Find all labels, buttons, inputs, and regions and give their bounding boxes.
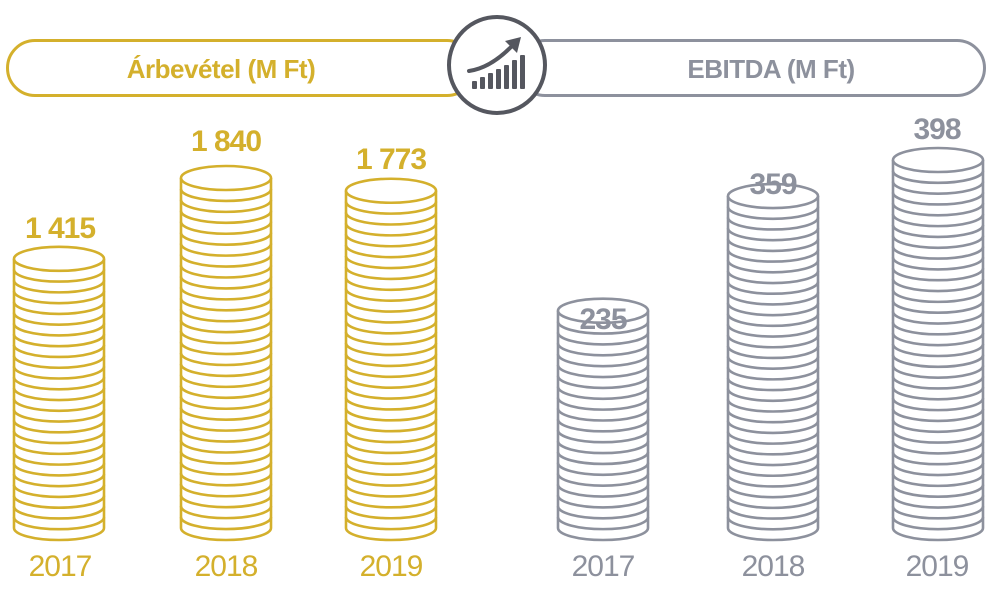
coin-stack-ebitda-2018 — [726, 182, 820, 542]
value-label-ebitda-2017: 235 — [579, 303, 627, 336]
value-label-revenue-2019: 1 773 — [355, 143, 427, 176]
revenue-header-pill: Árbevétel (M Ft) — [6, 39, 476, 97]
year-label-revenue-2019: 2019 — [359, 550, 424, 583]
year-label-revenue-2017: 2017 — [28, 550, 93, 583]
revenue-title: Árbevétel (M Ft) — [126, 54, 316, 84]
value-label-ebitda-2019: 398 — [913, 113, 961, 146]
coin-stack-ebitda-2017 — [556, 297, 650, 542]
coin-stack-ebitda-2019 — [891, 146, 985, 542]
value-label-revenue-2018: 1 840 — [190, 125, 262, 158]
growth-chart-icon — [467, 37, 525, 89]
value-label-revenue-2017: 1 415 — [24, 212, 96, 245]
year-label-ebitda-2017: 2017 — [571, 550, 636, 583]
coin-stack-revenue-2017 — [12, 245, 106, 542]
value-label-ebitda-2018: 359 — [749, 168, 797, 201]
center-badge — [447, 15, 547, 115]
coin-stack-revenue-2019 — [344, 177, 438, 542]
year-label-revenue-2018: 2018 — [194, 550, 259, 583]
coin-stack-revenue-2018 — [179, 164, 273, 542]
year-label-ebitda-2018: 2018 — [741, 550, 806, 583]
ebitda-title: EBITDA (M Ft) — [687, 54, 855, 84]
ebitda-header-pill: EBITDA (M Ft) — [516, 39, 986, 97]
year-label-ebitda-2019: 2019 — [905, 550, 970, 583]
